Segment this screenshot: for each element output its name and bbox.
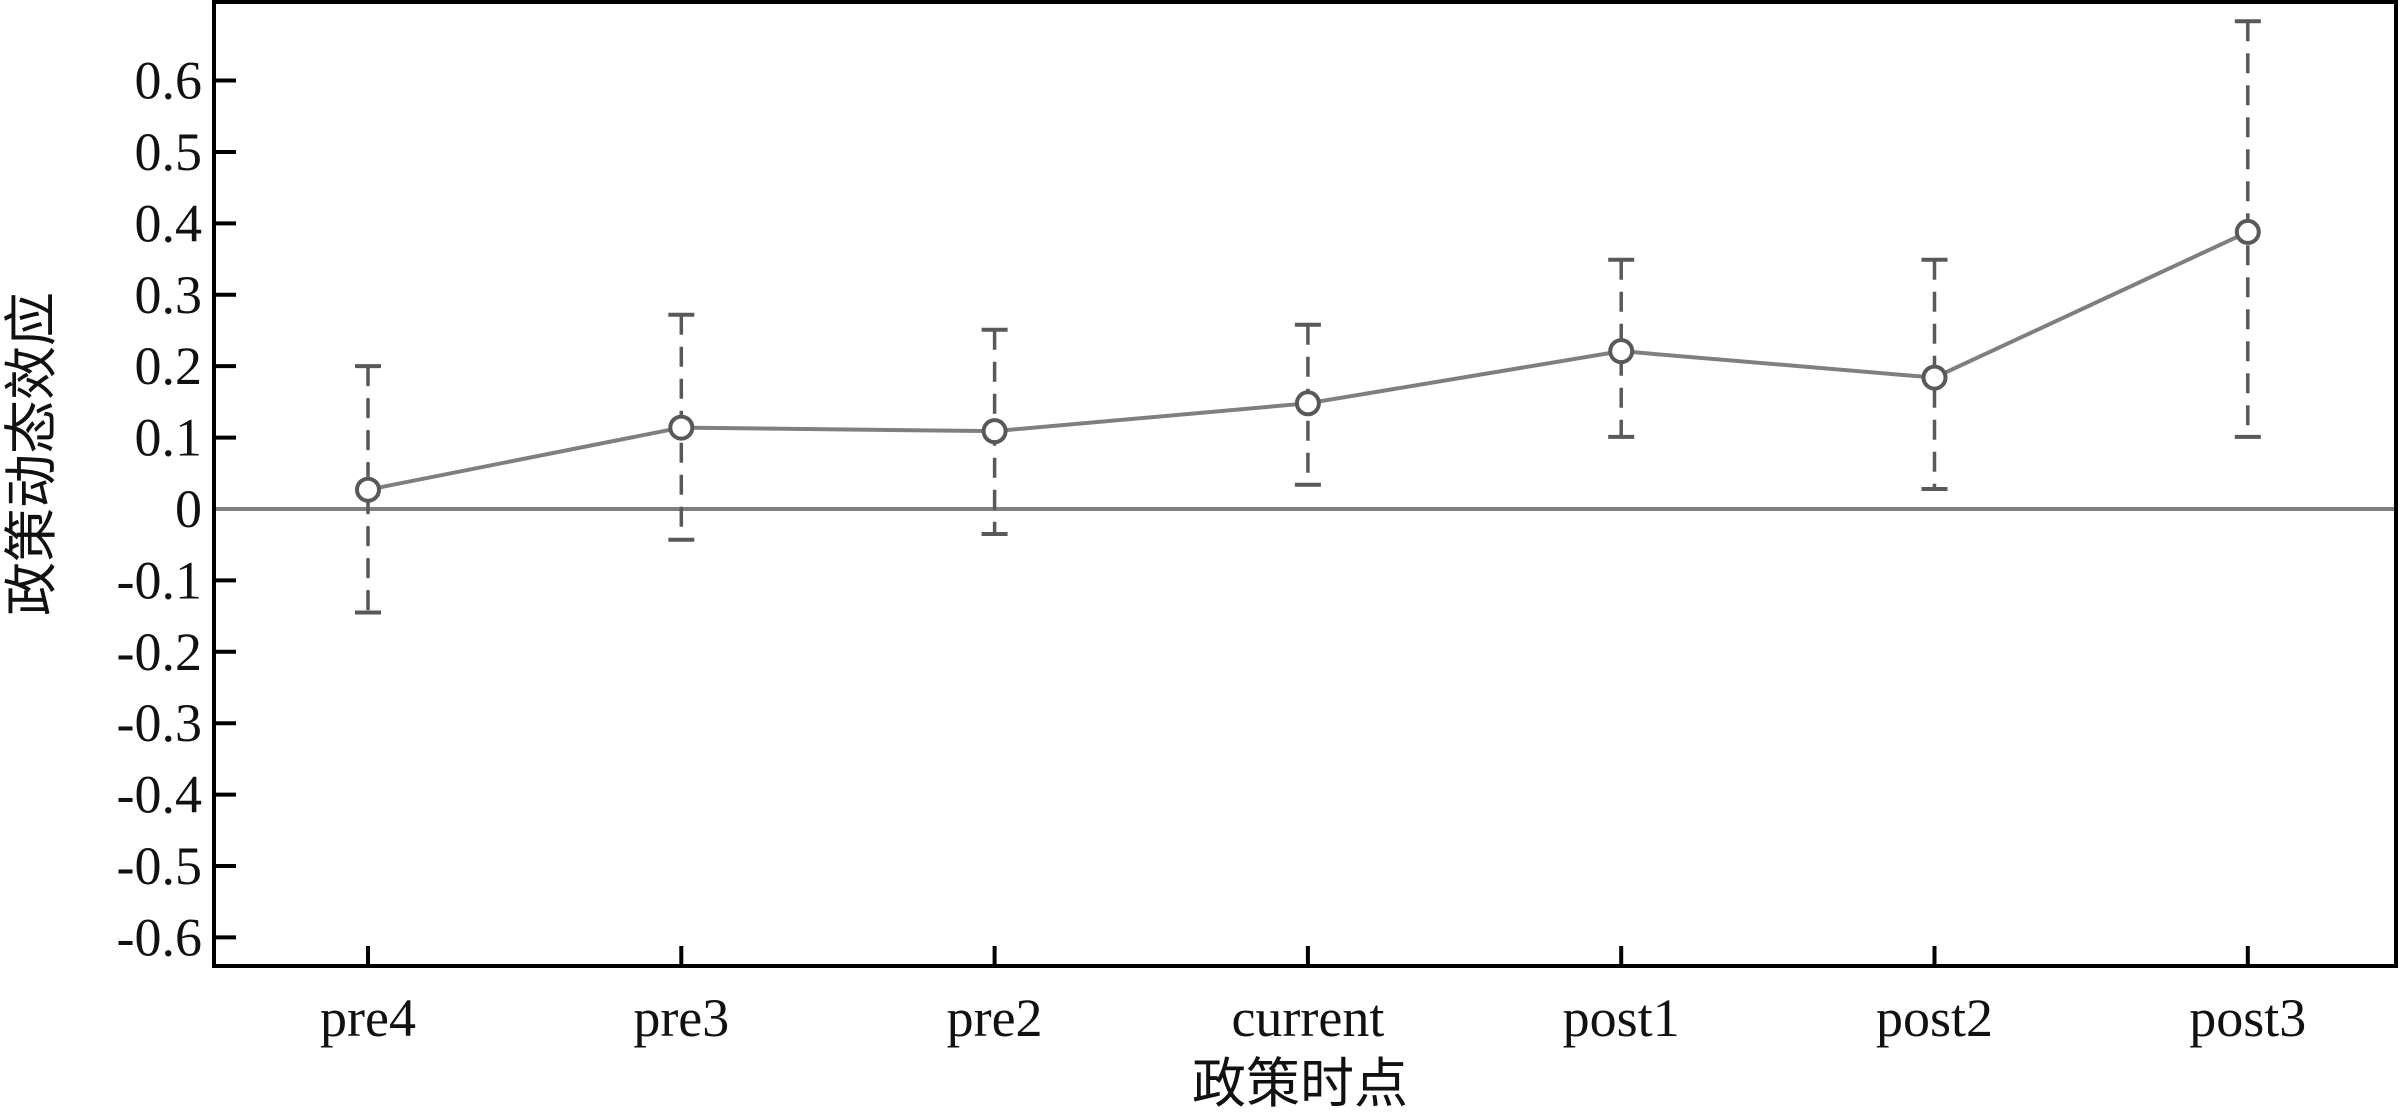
data-point	[2234, 218, 2261, 245]
y-axis-title: 政策动态效应	[0, 292, 63, 616]
data-point	[981, 418, 1008, 445]
x-tick-label: post2	[1876, 988, 1993, 1048]
x-tick-label: current	[1231, 988, 1384, 1048]
y-tick-label: 0.4	[135, 193, 203, 253]
y-tick-label: 0.2	[135, 336, 203, 396]
data-point	[1608, 338, 1635, 365]
x-tick-label: pre2	[947, 988, 1043, 1048]
data-point	[1921, 364, 1948, 391]
y-tick-label: -0.3	[117, 693, 202, 753]
plot-area	[214, 19, 2396, 615]
x-tick-label: post1	[1563, 988, 1680, 1048]
y-axis-ticks: -0.6 -0.5 -0.4 -0.3 -0.2 -0.1 0 0.1 0.2 0.3 0.4 0.5…	[117, 51, 236, 967]
x-tick-label: post3	[2189, 988, 2306, 1048]
y-tick-label: -0.4	[117, 765, 202, 825]
y-tick-label: -0.5	[117, 836, 202, 896]
x-tick-label: pre4	[320, 988, 416, 1048]
data-point	[668, 414, 695, 441]
plot-frame	[212, 0, 2398, 968]
x-tick-label: pre3	[633, 988, 729, 1048]
y-tick-label: 0.6	[135, 51, 203, 111]
y-tick-label: 0	[175, 479, 202, 539]
x-axis-title: 政策时点	[1192, 1052, 1408, 1115]
y-tick-label: 0.3	[135, 265, 203, 325]
y-tick-label: 0.1	[135, 408, 203, 468]
data-point	[1294, 390, 1321, 417]
y-tick-label: -0.6	[117, 907, 202, 967]
y-tick-label: -0.1	[117, 550, 202, 610]
y-tick-label: -0.2	[117, 622, 202, 682]
x-axis-ticks: pre4 pre3 pre2 current post1 post2 post3	[320, 946, 2306, 1048]
data-point	[355, 476, 381, 503]
y-tick-label: 0.5	[135, 122, 203, 182]
